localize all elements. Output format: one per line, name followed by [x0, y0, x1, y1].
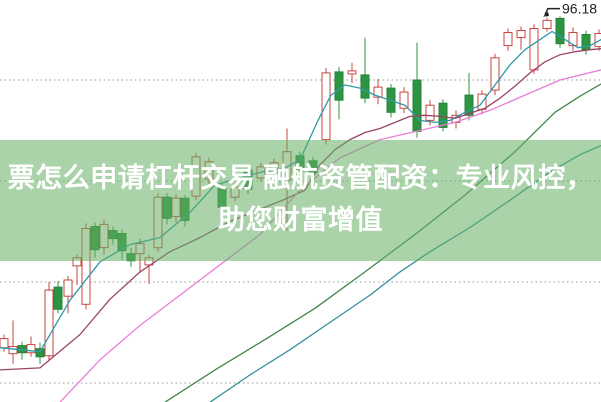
candle-body [399, 91, 409, 109]
candle-body [425, 104, 435, 121]
candle-body [26, 344, 36, 354]
headline-line-1: 票怎么申请杠杆交易 融航资管配资：专业风控， [7, 163, 594, 193]
candle-body [63, 279, 73, 297]
candle-body [373, 86, 383, 98]
candle-body [360, 74, 370, 99]
candle-body [542, 19, 552, 29]
candle-body [44, 289, 54, 357]
price-annotation-label: 96.18 [562, 1, 597, 17]
candle-body [412, 79, 422, 132]
candle-body [464, 94, 474, 116]
candle-body [35, 348, 45, 358]
candle-body [503, 32, 513, 47]
candle-body [8, 346, 18, 355]
candle-body [347, 70, 357, 75]
candle-body [568, 32, 578, 47]
candle-body [53, 286, 63, 310]
candle-body [516, 30, 526, 39]
candle-body [490, 57, 500, 91]
candle-body [594, 33, 601, 48]
candle-body [438, 102, 448, 128]
headline-line-2: 助您财富增值 [218, 205, 383, 235]
annotation-arrow [544, 7, 560, 15]
headline-overlay-band: 票怎么申请杠杆交易 融航资管配资：专业风控， 助您财富增值 [0, 140, 601, 261]
candle-body [0, 338, 9, 349]
candle-body [529, 28, 539, 71]
candle-body [555, 17, 565, 45]
candle-body [334, 71, 344, 101]
annotation-arrowhead [543, 11, 549, 17]
